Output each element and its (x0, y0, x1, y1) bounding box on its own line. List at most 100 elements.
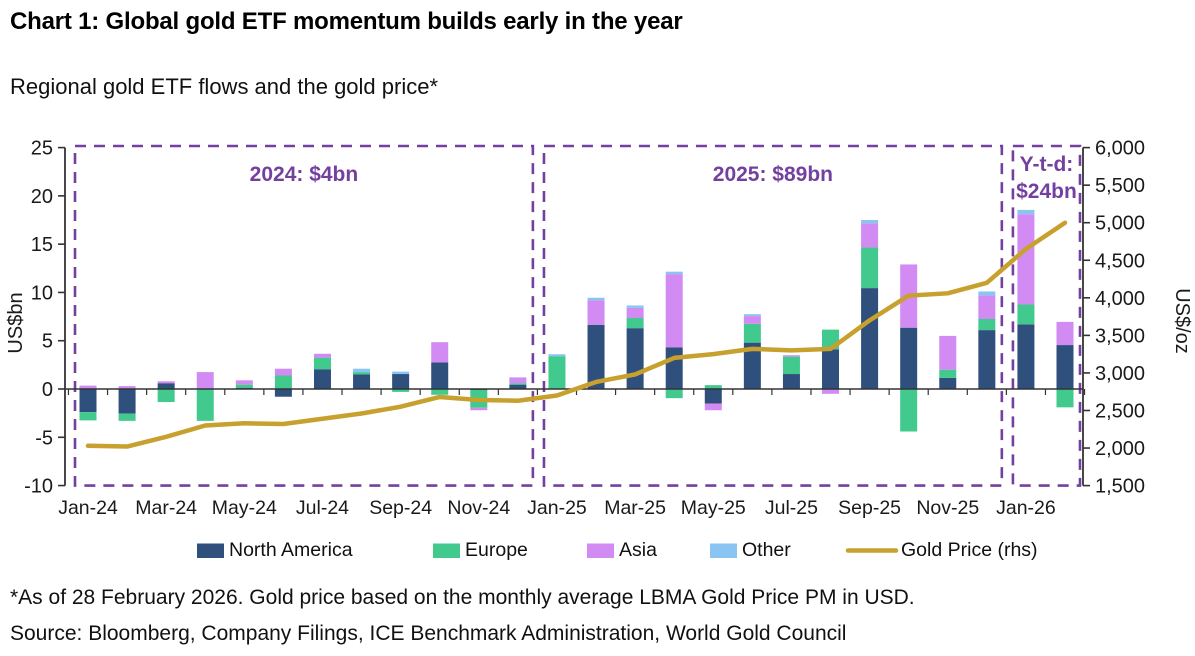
bar-segment-asia (431, 342, 449, 363)
bar-segment-north_america (353, 374, 371, 389)
bar-segment-north_america (509, 384, 527, 389)
bar-segment-europe (235, 384, 253, 389)
chart-footnote: *As of 28 February 2026. Gold price base… (10, 586, 915, 609)
bar-segment-north_america (822, 349, 840, 389)
legend-label: Asia (619, 539, 657, 561)
x-axis-tick-label: Jul-24 (296, 497, 349, 519)
right-axis-tick-label: 5,000 (1095, 213, 1145, 235)
right-axis-tick-label: 2,500 (1095, 400, 1145, 422)
bar-segment-europe (861, 247, 879, 289)
x-axis-tick-label: Jan-24 (58, 497, 118, 519)
bar-segment-north_america (431, 362, 449, 389)
gold-price-line (85, 220, 1068, 449)
bar-segment-north_america (900, 327, 918, 389)
bar-segment-asia (509, 377, 527, 384)
x-axis-tick-label: Mar-24 (135, 497, 197, 519)
bar-segment-asia (313, 353, 331, 358)
legend-label: Other (742, 539, 791, 561)
bar-segment-north_america (1017, 324, 1035, 389)
left-axis-tick-label: 15 (31, 234, 53, 256)
bar-segment-europe (313, 357, 331, 370)
x-axis-tick-label: Sep-25 (838, 497, 901, 519)
bar-segment-europe (392, 389, 410, 392)
right-axis-tick-label: 6,000 (1095, 138, 1145, 160)
right-axis-tick-label: 1,500 (1095, 476, 1145, 498)
bar-segment-europe (118, 413, 136, 421)
left-axis-tick-label: 20 (31, 186, 53, 208)
right-axis-tick-label: 5,500 (1095, 175, 1145, 197)
bar-segment-europe (626, 318, 644, 329)
legend-label: North America (229, 539, 353, 561)
left-axis-title: US$bn (5, 292, 27, 353)
chart-source: Source: Bloomberg, Company Filings, ICE … (10, 622, 847, 645)
bar-segment-north_america (861, 288, 879, 389)
bar-segment-europe (509, 383, 527, 385)
x-axis-tick-label: Jul-25 (765, 497, 818, 519)
gold-etf-flows-chart: 2024: $4bn 2025: $89bn Y-t-d: $24bn 25 20 15 10… (5, 138, 1193, 561)
bar-segment-north_america (587, 324, 605, 389)
bar-segment-asia (743, 316, 761, 324)
right-axis-tick-label: 3,000 (1095, 363, 1145, 385)
bar-segment-asia (822, 389, 840, 394)
bar-segment-north_america (274, 389, 292, 397)
legend-swatch-asia (587, 543, 614, 558)
bar-segment-asia (470, 407, 488, 411)
bar-segment-asia (978, 295, 996, 319)
bar-segment-north_america (118, 389, 136, 414)
right-axis-tick-label: 4,500 (1095, 250, 1145, 272)
bar-segment-europe (1056, 389, 1074, 408)
bar-segment-europe (743, 323, 761, 343)
bar-segment-other (861, 220, 879, 224)
bar-segment-north_america (626, 328, 644, 389)
bar-segment-europe (782, 356, 800, 375)
year-total-annotation: 2024: $4bn (250, 163, 359, 186)
bar-segment-europe (79, 412, 97, 421)
right-axis-tick-label: 3,500 (1095, 325, 1145, 347)
bar-segment-north_america (939, 377, 957, 389)
bar-segment-europe (978, 318, 996, 331)
bar-segment-europe (353, 372, 371, 375)
bar-segment-asia (118, 386, 136, 389)
bar-segment-north_america (1056, 345, 1074, 389)
legend-swatch-north_america (197, 543, 224, 558)
year-group-box-2 (1011, 144, 1082, 487)
left-axis-tick-label: 10 (31, 282, 53, 304)
year-total-annotation: Y-t-d: (1020, 153, 1074, 176)
left-axis-tick-label: -10 (24, 476, 53, 498)
bar-segment-north_america (392, 374, 410, 389)
bar-segment-europe (665, 389, 683, 399)
bar-segment-asia (79, 385, 97, 389)
bar-segment-other (587, 297, 605, 301)
bar-segment-north_america (313, 369, 331, 389)
bar-segment-asia (782, 355, 800, 357)
year-total-annotation: 2025: $89bn (713, 163, 833, 186)
bar-segment-asia (665, 274, 683, 348)
bar-segment-north_america (79, 389, 97, 413)
bar-segment-europe (431, 389, 449, 395)
year-total-annotation: $24bn (1016, 180, 1077, 203)
chart-title: Chart 1: Global gold ETF momentum builds… (10, 8, 683, 35)
right-axis-title: US$/oz (1171, 288, 1193, 354)
year-group-box-0 (73, 144, 535, 487)
bar-segment-asia (861, 223, 879, 248)
x-axis-tick-label: Jan-26 (996, 497, 1056, 519)
bar-segment-other (1017, 209, 1035, 215)
bar-segment-north_america (743, 342, 761, 389)
left-axis-tick-label: 0 (42, 379, 53, 401)
bar-segment-asia (157, 381, 175, 384)
bar-segment-north_america (978, 330, 996, 389)
bar-segment-north_america (782, 374, 800, 389)
x-axis-tick-label: May-24 (212, 497, 277, 519)
bar-segment-other (743, 314, 761, 317)
bar-segment-europe (548, 356, 566, 389)
bar-segment-asia (1017, 214, 1035, 305)
bar-segment-other (665, 271, 683, 275)
bar-segment-asia (704, 403, 722, 411)
bar-segment-asia (235, 380, 253, 385)
x-axis-tick-label: May-25 (681, 497, 746, 519)
x-axis-tick-label: Nov-25 (916, 497, 979, 519)
left-axis-tick-label: -5 (35, 427, 53, 449)
bar-segment-north_america (704, 389, 722, 404)
x-axis-tick-label: Jan-25 (527, 497, 587, 519)
bar-segment-asia (196, 372, 214, 389)
